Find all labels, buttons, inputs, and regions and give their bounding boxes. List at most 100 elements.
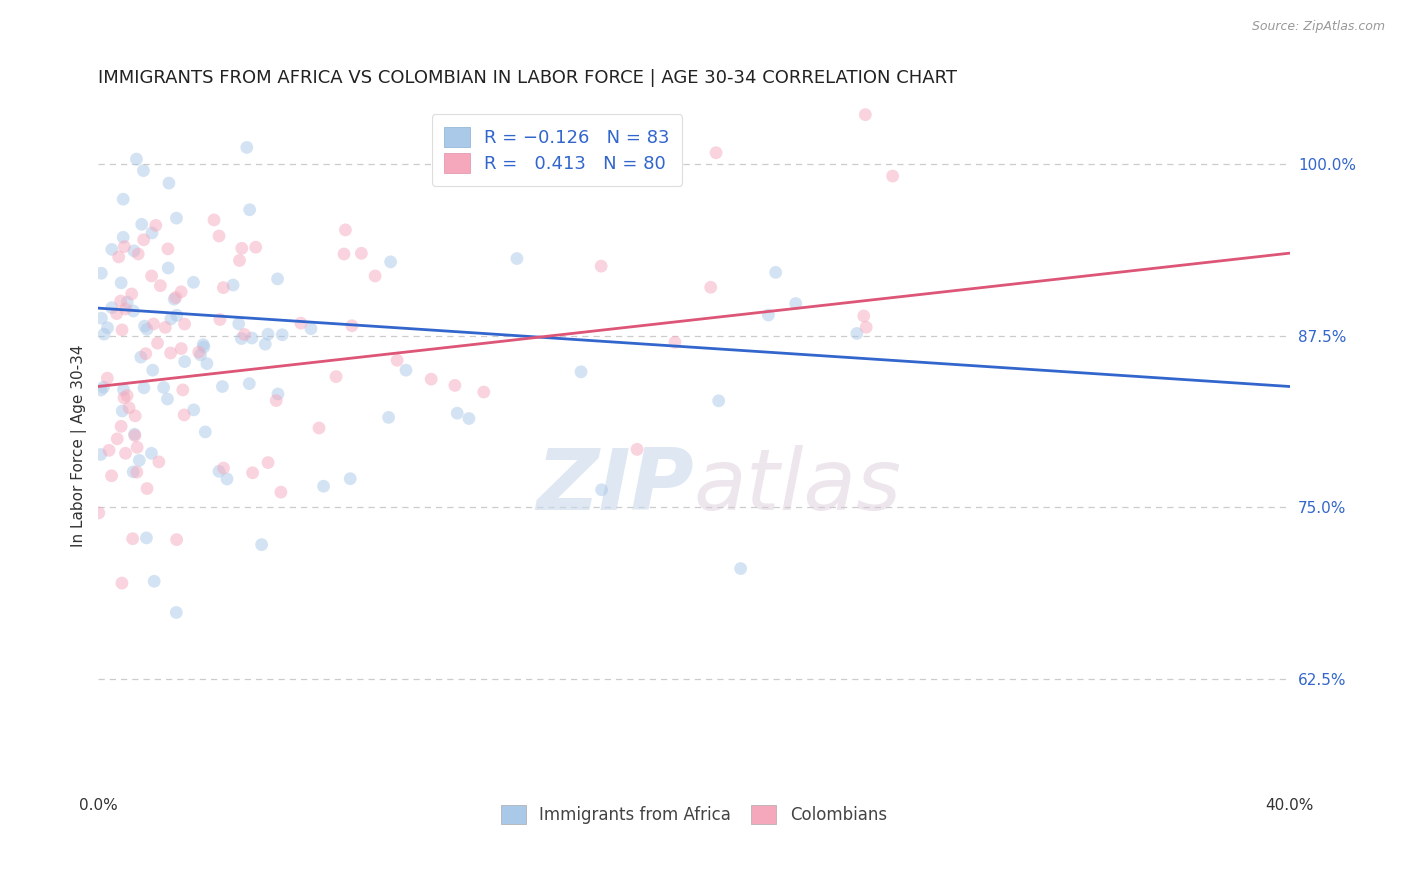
Point [506, 252, 529, 266]
Point [112, 192, 135, 206]
Point [129, 72, 152, 87]
Point [173, 354, 195, 368]
Point [122, 244, 145, 258]
Point [730, 561, 752, 575]
Point [110, 276, 132, 290]
Point [115, 388, 138, 402]
Point [765, 265, 787, 279]
Point [146, 336, 169, 351]
Point [118, 401, 141, 415]
Point [156, 242, 179, 256]
Point [112, 383, 135, 397]
Point [208, 464, 231, 478]
Point [121, 532, 143, 546]
Point [165, 291, 187, 305]
Point [591, 483, 613, 497]
Point [222, 278, 245, 293]
Point [855, 320, 877, 334]
Point [245, 240, 267, 254]
Point [136, 322, 159, 336]
Point [114, 301, 136, 316]
Point [395, 363, 418, 377]
Point [785, 296, 807, 310]
Point [111, 576, 134, 591]
Point [233, 327, 256, 342]
Point [212, 280, 235, 294]
Point [211, 379, 233, 393]
Point [187, 345, 209, 359]
Point [350, 246, 373, 260]
Point [148, 455, 170, 469]
Point [242, 466, 264, 480]
Point [385, 353, 408, 368]
Point [325, 369, 347, 384]
Point [111, 404, 134, 418]
Point [193, 337, 215, 351]
Point [131, 217, 153, 231]
Point [90, 311, 112, 326]
Point [110, 419, 132, 434]
Point [135, 531, 157, 545]
Point [136, 482, 159, 496]
Point [101, 243, 124, 257]
Point [143, 574, 166, 589]
Point [135, 347, 157, 361]
Point [194, 425, 217, 439]
Text: ZIP: ZIP [536, 445, 695, 528]
Text: atlas: atlas [695, 445, 901, 528]
Point [569, 365, 592, 379]
Point [267, 387, 290, 401]
Point [152, 380, 174, 394]
Point [335, 223, 357, 237]
Point [228, 253, 250, 268]
Point [231, 332, 253, 346]
Point [166, 309, 188, 323]
Point [110, 293, 132, 308]
Point [853, 108, 876, 122]
Point [124, 428, 146, 442]
Point [238, 376, 260, 391]
Point [290, 316, 312, 330]
Point [228, 317, 250, 331]
Point [212, 461, 235, 475]
Point [270, 485, 292, 500]
Point [845, 326, 868, 341]
Point [704, 145, 727, 160]
Point [166, 533, 188, 547]
Point [882, 169, 904, 183]
Point [591, 259, 613, 273]
Point [163, 292, 186, 306]
Point [87, 506, 110, 520]
Point [172, 383, 194, 397]
Point [340, 318, 363, 333]
Point [100, 468, 122, 483]
Point [128, 453, 150, 467]
Point [155, 320, 177, 334]
Point [125, 465, 148, 479]
Point [149, 278, 172, 293]
Point [446, 406, 468, 420]
Point [142, 317, 165, 331]
Point [852, 309, 875, 323]
Point [141, 446, 163, 460]
Point [105, 432, 128, 446]
Point [132, 381, 155, 395]
Point [101, 301, 124, 315]
Point [195, 357, 218, 371]
Point [257, 327, 280, 342]
Point [271, 327, 294, 342]
Point [122, 304, 145, 318]
Point [111, 323, 134, 337]
Point [112, 230, 135, 244]
Point [626, 442, 648, 457]
Point [157, 176, 180, 190]
Point [254, 337, 277, 351]
Point [98, 443, 121, 458]
Point [90, 266, 112, 280]
Point [377, 410, 399, 425]
Text: Source: ZipAtlas.com: Source: ZipAtlas.com [1251, 20, 1385, 33]
Point [121, 287, 143, 301]
Point [159, 346, 181, 360]
Point [231, 241, 253, 255]
Point [112, 391, 135, 405]
